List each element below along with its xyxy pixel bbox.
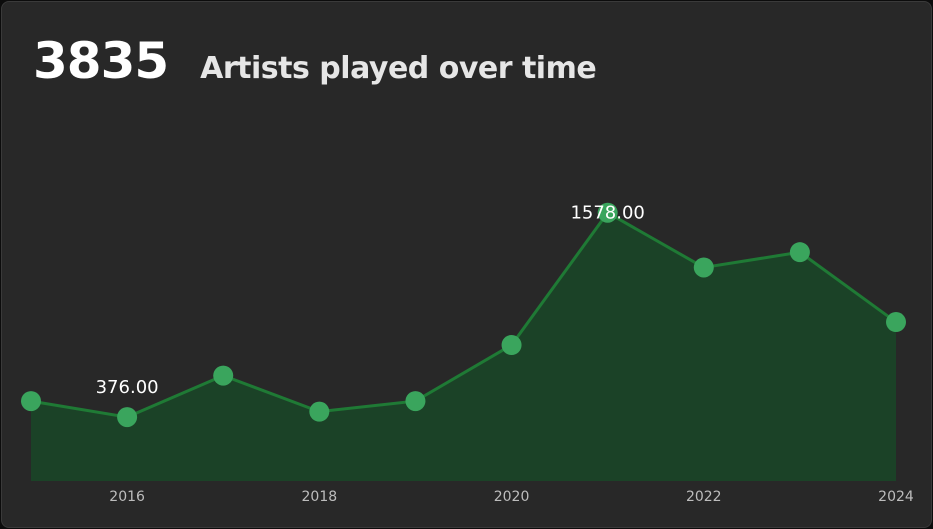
data-point-2021[interactable] — [597, 202, 618, 223]
area-fill — [31, 212, 896, 482]
data-point-2024[interactable] — [886, 312, 906, 333]
x-tick-label: 2020 — [494, 489, 530, 505]
data-point-2023[interactable] — [789, 242, 810, 263]
chart-header: 3835 Artists played over time — [33, 32, 597, 96]
total-count: 3835 — [33, 32, 169, 90]
x-tick-label: 2018 — [302, 489, 338, 505]
x-tick-label: 2016 — [109, 489, 145, 505]
data-point-2018[interactable] — [309, 401, 330, 422]
data-labels: 376.00 1578.00 — [96, 203, 645, 398]
data-label: 1578.00 — [570, 203, 644, 224]
x-axis-ticks: 2016 2018 2020 2022 2024 — [109, 489, 914, 505]
x-tick-label: 2022 — [686, 489, 722, 505]
series-line — [30, 210, 897, 419]
data-point-2022[interactable] — [693, 257, 714, 278]
data-point-2020[interactable] — [501, 335, 522, 355]
data-label: 376.00 — [96, 377, 159, 398]
data-point-2019[interactable] — [405, 391, 426, 412]
data-point-2016[interactable] — [117, 407, 138, 428]
chart-title: Artists played over time — [200, 51, 597, 86]
data-point-2015[interactable] — [21, 391, 41, 412]
data-points — [21, 202, 906, 428]
data-point-2017[interactable] — [213, 365, 234, 386]
x-tick-label: 2024 — [878, 489, 914, 505]
